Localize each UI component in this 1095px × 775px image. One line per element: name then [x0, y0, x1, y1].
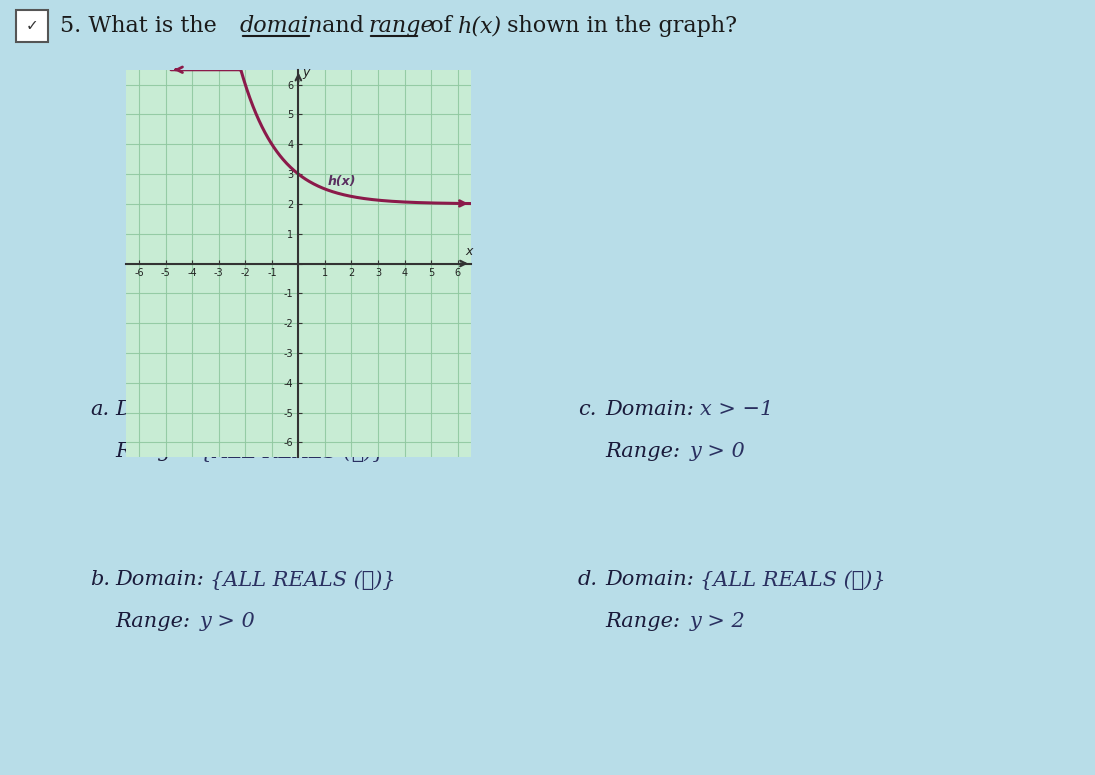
- Text: x: x: [465, 245, 473, 257]
- Text: b.: b.: [90, 570, 110, 589]
- Text: Range:: Range:: [606, 612, 680, 631]
- Text: a.: a.: [90, 400, 110, 419]
- Text: shown in the graph?: shown in the graph?: [500, 15, 737, 37]
- FancyBboxPatch shape: [16, 10, 48, 42]
- Text: {ALL REALS (ℝ)}: {ALL REALS (ℝ)}: [210, 400, 395, 420]
- Text: Domain:: Domain:: [606, 570, 694, 589]
- Text: 5. What is the: 5. What is the: [60, 15, 223, 37]
- Text: h(x): h(x): [458, 15, 503, 37]
- Text: x > −1: x > −1: [700, 400, 773, 419]
- Text: domain: domain: [240, 15, 323, 37]
- Text: y: y: [302, 66, 310, 79]
- Text: Range:: Range:: [115, 612, 191, 631]
- Text: {ALL REALS (ℝ)}: {ALL REALS (ℝ)}: [200, 442, 385, 462]
- Text: c.: c.: [578, 400, 597, 419]
- Text: y > 0: y > 0: [690, 442, 746, 461]
- Text: Range:: Range:: [115, 442, 191, 461]
- Text: Domain:: Domain:: [606, 400, 694, 419]
- Text: {ALL REALS (ℝ)}: {ALL REALS (ℝ)}: [700, 570, 886, 590]
- Text: y > 0: y > 0: [200, 612, 256, 631]
- Text: Range:: Range:: [606, 442, 680, 461]
- Text: of: of: [423, 15, 459, 37]
- Text: y > 2: y > 2: [690, 612, 746, 631]
- Text: Domain:: Domain:: [115, 400, 204, 419]
- Text: {ALL REALS (ℝ)}: {ALL REALS (ℝ)}: [210, 570, 395, 590]
- Text: range: range: [368, 15, 434, 37]
- Text: and: and: [315, 15, 371, 37]
- Text: h(x): h(x): [327, 174, 356, 188]
- Text: d.: d.: [578, 570, 598, 589]
- Text: ✓: ✓: [25, 19, 38, 33]
- Text: Domain:: Domain:: [115, 570, 204, 589]
